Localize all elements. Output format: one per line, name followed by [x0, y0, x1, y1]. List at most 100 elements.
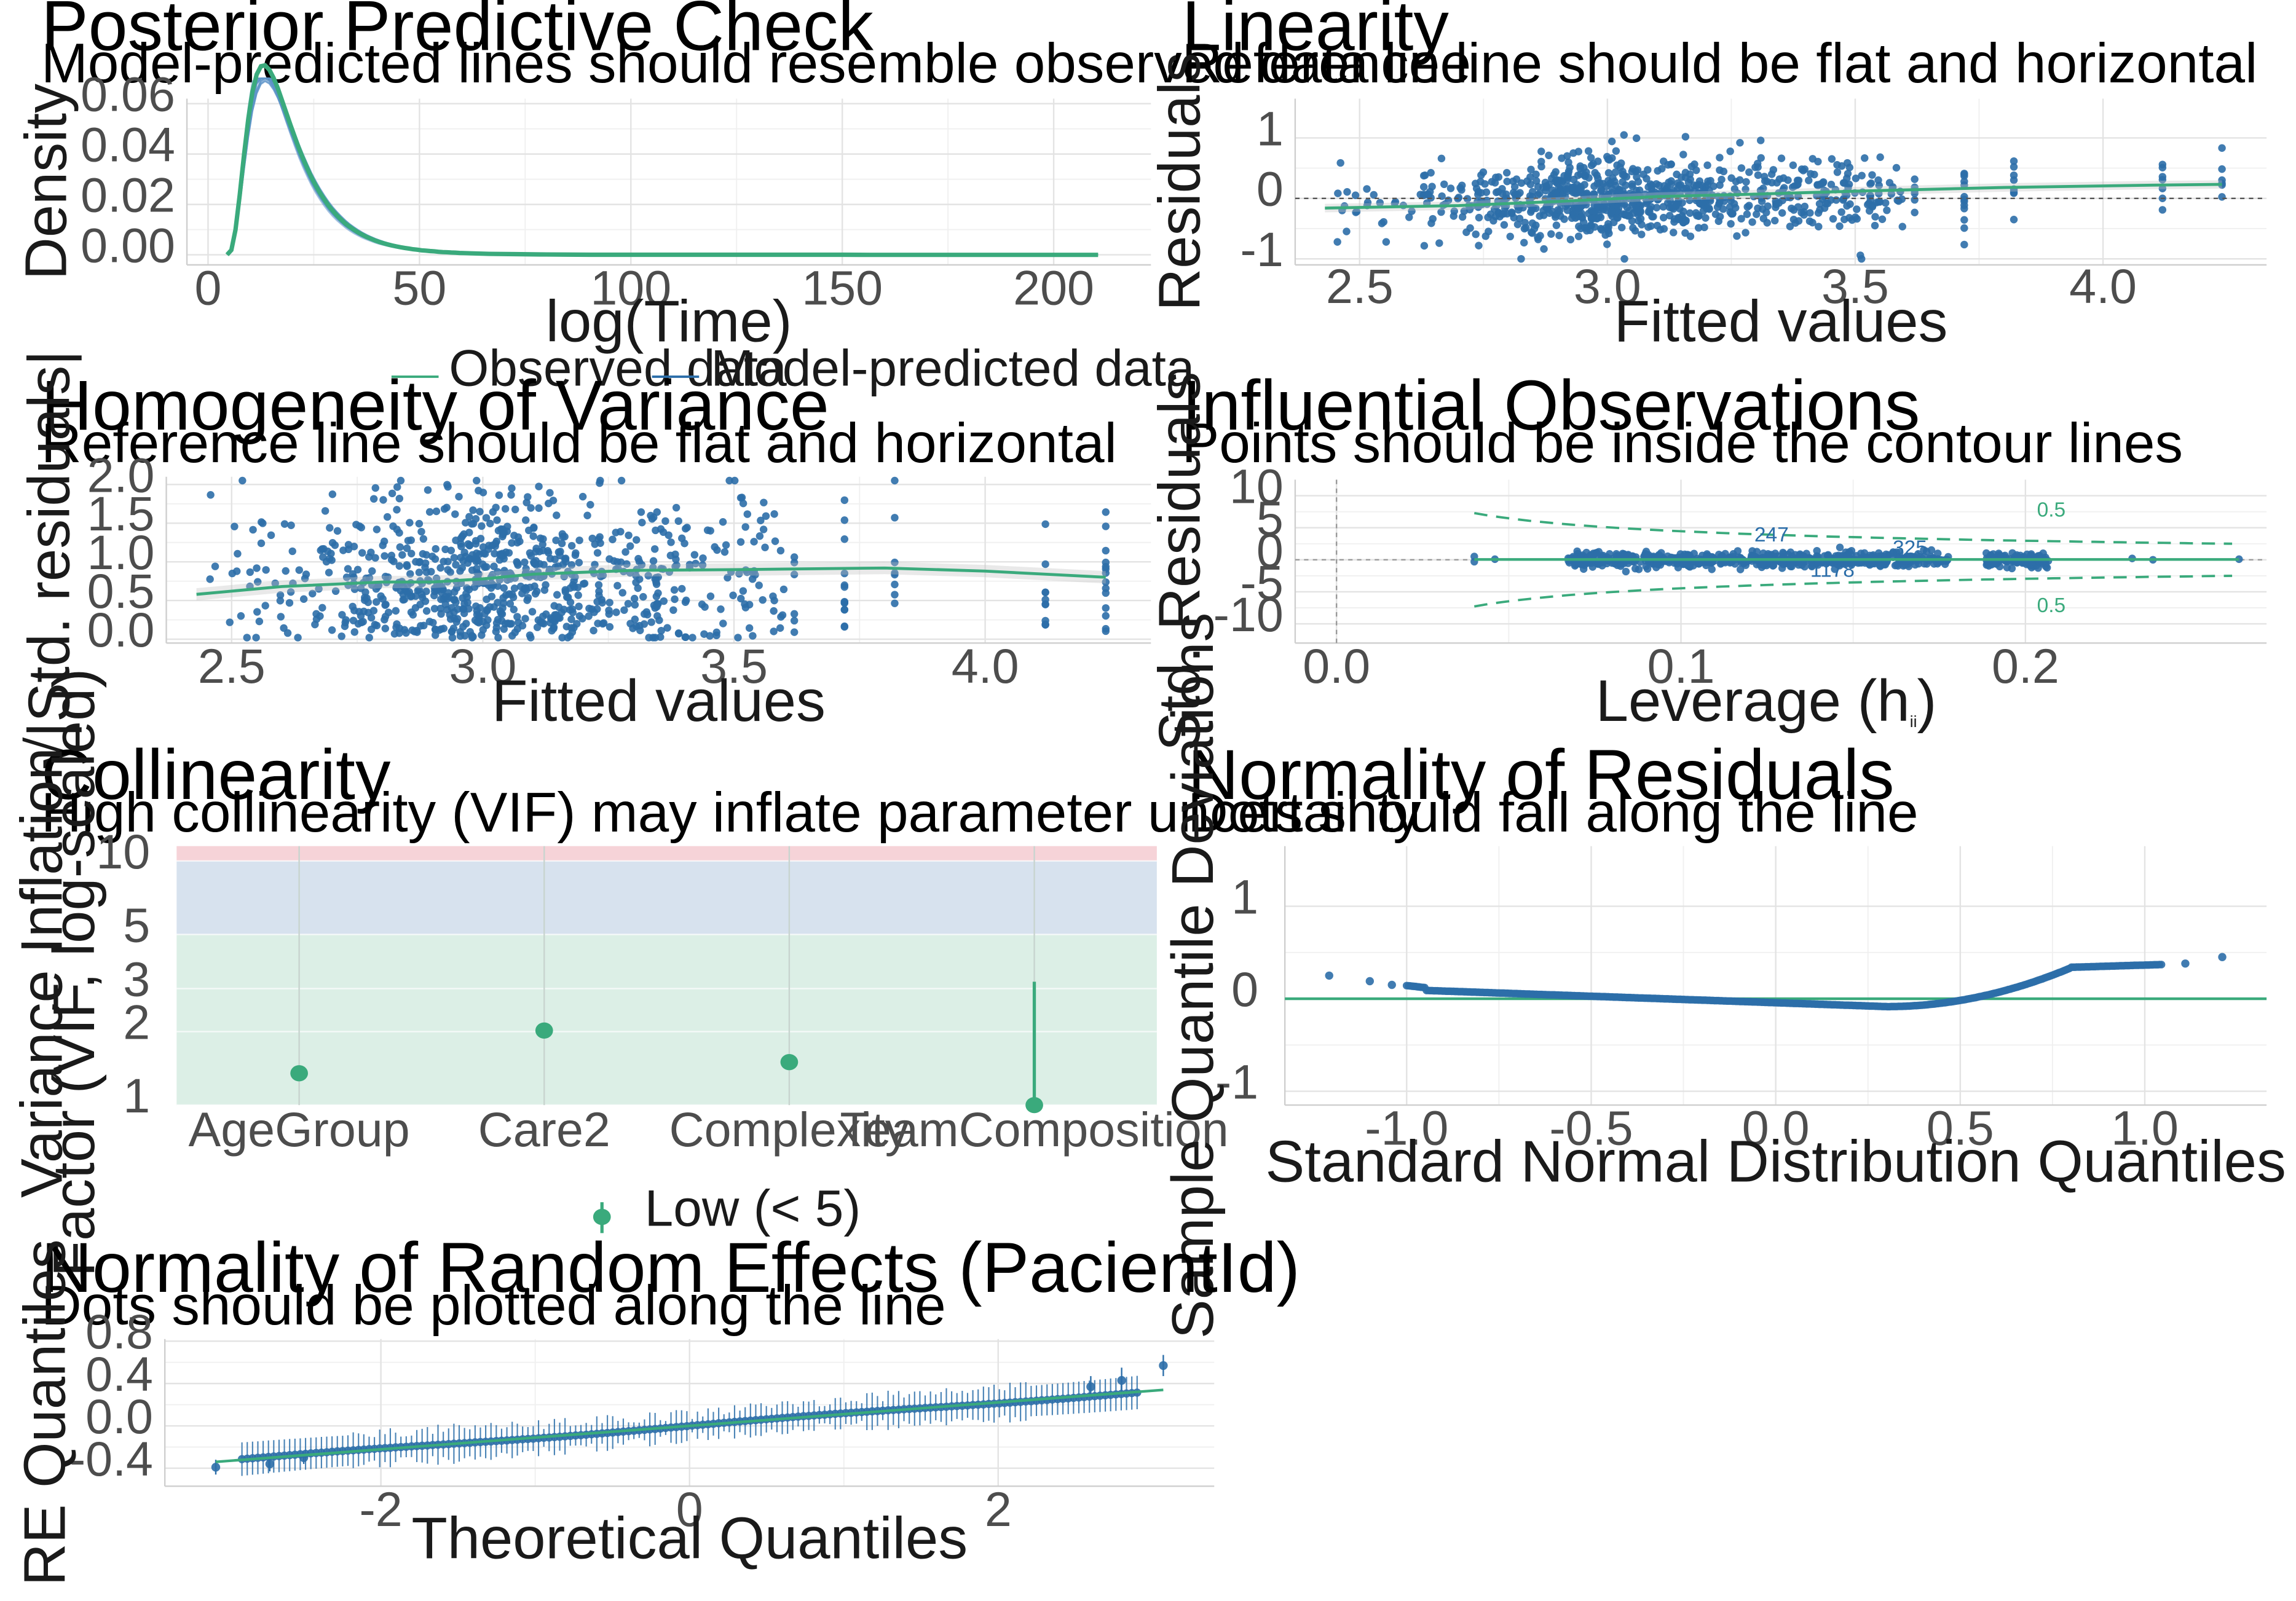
lin-residual-point [1536, 232, 1544, 240]
hov-residual-point [661, 517, 669, 525]
hov-residual-point [489, 581, 497, 589]
hov-residual-point [475, 570, 483, 578]
lin-residual-point [1604, 219, 1612, 228]
hov-residual-point [613, 581, 621, 590]
hov-residual-point [630, 594, 639, 603]
hov-residual-point [444, 592, 453, 601]
lin-residual-point [1503, 178, 1511, 186]
hov-residual-point [590, 608, 598, 616]
hov-residual-point [253, 608, 261, 616]
lin-residual-point [1419, 171, 1428, 180]
infl-y-axis-label: Std. Residuals [1146, 372, 1212, 751]
infl-observation-point [1631, 564, 1639, 573]
hov-residual-point [535, 482, 543, 490]
hov-residual-point [659, 528, 668, 537]
ppc-x-axis-label: log(Time) [546, 289, 792, 355]
hov-residual-point [682, 525, 690, 533]
lin-residual-point [1512, 175, 1521, 183]
hov-residual-point [287, 521, 295, 530]
hov-residual-point [311, 620, 319, 629]
lin-residual-point [1587, 207, 1595, 215]
hov-residual-point [769, 592, 777, 600]
hov-residual-point [501, 505, 510, 513]
lin-residual-point [1726, 203, 1734, 211]
lin-residual-point [1609, 174, 1617, 182]
ppc-y-tick-label: 0.02 [81, 168, 175, 222]
hov-residual-point [395, 624, 404, 632]
hov-residual-point [759, 596, 767, 604]
lin-residual-point [1574, 148, 1583, 155]
hov-residual-point [621, 548, 629, 556]
ppc-x-tick-label: 200 [1013, 261, 1094, 315]
re-y-axis-label: RE Quantiles [12, 1239, 77, 1586]
hov-residual-point [531, 589, 540, 598]
lin-residual-point [1807, 170, 1815, 178]
hov-residual-point [730, 476, 739, 485]
hov-residual-point [1102, 604, 1110, 612]
hov-residual-point [421, 597, 430, 605]
hov-residual-point [514, 533, 523, 541]
lin-residual-point [1663, 187, 1671, 195]
hov-residual-point [462, 589, 470, 598]
hov-residual-point [593, 549, 602, 557]
hov-residual-point [407, 549, 416, 557]
lin-residual-point [1587, 161, 1596, 170]
qq-y-tick-label: -1 [1215, 1055, 1258, 1109]
lin-residual-point [1647, 222, 1655, 230]
hov-residual-point [840, 599, 849, 607]
hov-residual-point [358, 549, 366, 557]
lin-residual-point [1534, 183, 1542, 191]
hov-residual-point [505, 590, 513, 598]
hov-residual-point [1102, 546, 1110, 555]
hov-residual-point [294, 634, 302, 642]
hov-residual-point [381, 552, 389, 560]
ppc-title: Posterior Predictive Check [41, 0, 874, 65]
lin-residual-point [1520, 238, 1528, 247]
infl-y-tick-label: 10 [1229, 459, 1284, 514]
hov-residual-point [448, 634, 457, 642]
vif-y-tick-label: 1 [123, 1068, 150, 1123]
hov-residual-point [562, 557, 570, 566]
lin-residual-point [1363, 185, 1371, 193]
lin-residual-point [1454, 194, 1463, 202]
hov-residual-point [476, 508, 484, 516]
lin-residual-point [1658, 165, 1666, 173]
infl-observation-point [1844, 551, 1852, 559]
hov-residual-point [617, 476, 626, 485]
lin-residual-point [1604, 169, 1613, 177]
ppc-ticks: 0 50 100 150 200 0.000.020.040.06 [81, 67, 1094, 315]
qq-residual-point [1325, 971, 1333, 980]
hov-residual-point [590, 626, 598, 635]
hov-residual-point [891, 599, 899, 607]
lin-residual-point [1378, 219, 1386, 227]
hov-residual-point [357, 612, 365, 620]
lin-residual-point [1590, 223, 1599, 231]
hov-y-axis-label: √|Std. residuals| [17, 350, 82, 769]
hov-residual-point [415, 558, 424, 567]
lin-residual-point [1666, 211, 1674, 220]
hov-residual-point [371, 554, 379, 562]
hov-residual-point [285, 599, 294, 607]
vif-points [290, 981, 1043, 1114]
hov-residual-point [613, 558, 621, 566]
hov-residual-point [211, 562, 219, 570]
hov-residual-point [575, 602, 583, 610]
qq-residual-point [1387, 980, 1396, 989]
hov-residual-point [326, 524, 334, 532]
ppc-model-predicted-line [226, 77, 1099, 256]
lin-residual-point [1573, 181, 1581, 189]
lin-residual-point [1856, 251, 1864, 259]
hov-residual-point [840, 496, 849, 505]
lin-residual-point [2158, 184, 2167, 192]
hov-residual-point [891, 570, 899, 579]
ppc-model-predicted-line [226, 77, 1099, 256]
hov-residual-point [450, 608, 458, 616]
hov-residual-point [1102, 612, 1110, 620]
hov-residual-point [464, 540, 472, 548]
hov-residual-point [739, 499, 748, 508]
ppc-model-predicted-line [226, 77, 1099, 256]
lin-residual-point [1533, 177, 1541, 185]
lin-residual-point [1814, 209, 1823, 217]
hov-residual-point [444, 557, 452, 565]
lin-residual-point [1686, 232, 1695, 240]
